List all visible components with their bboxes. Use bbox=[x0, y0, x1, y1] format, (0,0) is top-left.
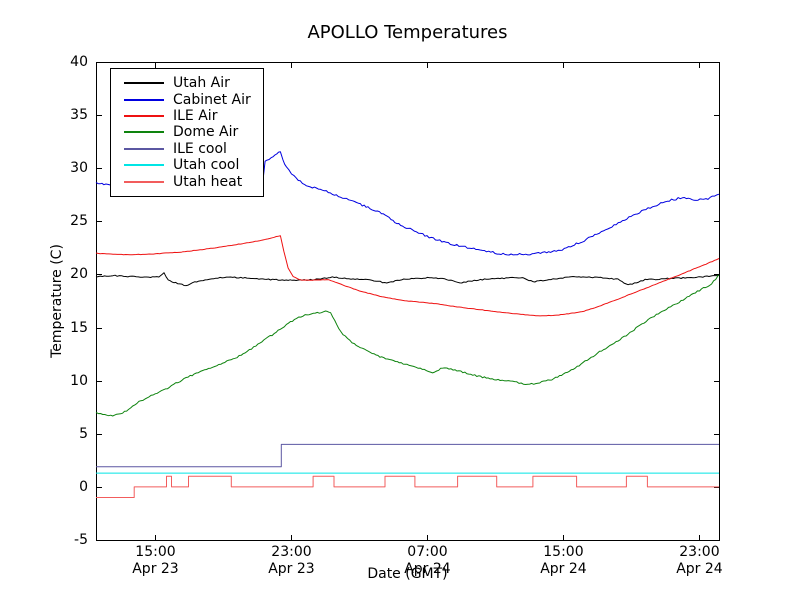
chart-title: APOLLO Temperatures bbox=[307, 22, 508, 43]
y-tick-label: 30 bbox=[70, 160, 88, 177]
series-line-utah-air bbox=[95, 272, 720, 287]
x-tick-date: Apr 23 bbox=[268, 561, 315, 577]
legend-label: ILE Air bbox=[173, 107, 218, 124]
legend-line-swatch bbox=[124, 98, 164, 101]
legend-item-cabinet-air: Cabinet Air bbox=[124, 91, 259, 108]
legend-label: Utah Air bbox=[173, 75, 230, 92]
series-line-ile-cool bbox=[96, 443, 719, 468]
legend-line-swatch bbox=[124, 147, 164, 150]
y-tick-label: 40 bbox=[70, 54, 88, 70]
x-tick-date: Apr 24 bbox=[404, 561, 451, 577]
legend-item-utah-heat: Utah heat bbox=[124, 173, 259, 190]
legend-item-dome-air: Dome Air bbox=[124, 124, 259, 140]
x-tick-label: 15:00 Apr 24 bbox=[508, 544, 618, 578]
x-tick-time: 23:00 bbox=[271, 544, 312, 560]
x-tick-time: 23:00 bbox=[679, 544, 720, 560]
axis-ticks bbox=[97, 62, 719, 541]
x-tick-label: 07:00 Apr 24 bbox=[372, 544, 482, 578]
x-tick-date: Apr 24 bbox=[676, 561, 723, 577]
legend-line-swatch bbox=[124, 180, 164, 183]
legend-item-ile-cool: ILE cool bbox=[124, 141, 259, 157]
x-tick-time: 15:00 bbox=[543, 544, 584, 560]
x-axis-label: Date (GMT) bbox=[367, 566, 448, 582]
series-line-dome-air bbox=[95, 274, 720, 417]
legend-line-swatch bbox=[124, 131, 164, 134]
y-tick-label: 20 bbox=[70, 266, 88, 283]
x-tick-label: 23:00 Apr 24 bbox=[644, 544, 754, 578]
x-tick-label: 15:00 Apr 23 bbox=[100, 544, 210, 578]
y-tick-label: 0 bbox=[79, 478, 88, 495]
legend: Utah Air Cabinet Air ILE Air Dome Air ILE co… bbox=[110, 68, 264, 197]
legend-label: Utah heat bbox=[173, 173, 243, 190]
x-tick-date: Apr 24 bbox=[540, 561, 587, 577]
x-tick-time: 15:00 bbox=[135, 544, 176, 560]
series-line-ile-air bbox=[95, 235, 720, 317]
legend-item-utah-cool: Utah cool bbox=[124, 157, 259, 173]
x-tick-time: 07:00 bbox=[407, 544, 448, 560]
legend-label: ILE cool bbox=[173, 140, 227, 157]
legend-item-utah-air: Utah Air bbox=[124, 75, 259, 91]
series-line-utah-heat bbox=[96, 475, 719, 498]
legend-line-swatch bbox=[124, 82, 164, 85]
y-tick-label: 15 bbox=[70, 319, 88, 336]
x-tick-label: 23:00 Apr 23 bbox=[236, 544, 346, 578]
y-tick-label: 5 bbox=[79, 425, 88, 442]
y-tick-label: 10 bbox=[70, 372, 88, 389]
x-tick-date: Apr 23 bbox=[132, 561, 179, 577]
y-tick-label: -5 bbox=[74, 532, 88, 548]
legend-label: Dome Air bbox=[173, 124, 239, 141]
legend-label: Utah cool bbox=[173, 157, 240, 174]
y-tick-label: 25 bbox=[70, 213, 88, 230]
y-tick-label: 35 bbox=[70, 107, 88, 124]
plot-frame bbox=[96, 62, 720, 541]
legend-label: Cabinet Air bbox=[173, 91, 251, 108]
legend-line-swatch bbox=[124, 114, 164, 117]
legend-line-swatch bbox=[124, 164, 164, 167]
legend-item-ile-air: ILE Air bbox=[124, 108, 259, 124]
